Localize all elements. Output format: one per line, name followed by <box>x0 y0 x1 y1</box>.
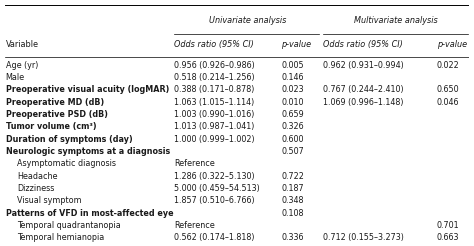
Text: 0.326: 0.326 <box>281 123 304 131</box>
Text: 0.388 (0.171–0.878): 0.388 (0.171–0.878) <box>174 85 255 94</box>
Text: 0.187: 0.187 <box>281 184 304 193</box>
Text: Age (yr): Age (yr) <box>6 61 38 70</box>
Text: 0.722: 0.722 <box>281 172 304 181</box>
Text: Visual symptom: Visual symptom <box>17 197 82 205</box>
Text: Asymptomatic diagnosis: Asymptomatic diagnosis <box>17 159 116 169</box>
Text: Temporal quadrantanopia: Temporal quadrantanopia <box>17 221 121 230</box>
Text: p-value: p-value <box>281 40 311 49</box>
Text: 0.663: 0.663 <box>437 233 459 243</box>
Text: Odds ratio (95% CI): Odds ratio (95% CI) <box>174 40 254 49</box>
Text: Preoperative visual acuity (logMAR): Preoperative visual acuity (logMAR) <box>6 85 169 94</box>
Text: Preoperative MD (dB): Preoperative MD (dB) <box>6 98 104 107</box>
Text: Male: Male <box>6 73 25 82</box>
Text: 0.518 (0.214–1.256): 0.518 (0.214–1.256) <box>174 73 255 82</box>
Text: Variable: Variable <box>6 40 39 49</box>
Text: Dizziness: Dizziness <box>17 184 55 193</box>
Text: 0.010: 0.010 <box>281 98 304 107</box>
Text: 0.600: 0.600 <box>281 135 304 144</box>
Text: 0.108: 0.108 <box>281 209 304 218</box>
Text: 1.069 (0.996–1.148): 1.069 (0.996–1.148) <box>323 98 403 107</box>
Text: 1.857 (0.510–6.766): 1.857 (0.510–6.766) <box>174 197 255 205</box>
Text: Multivariate analysis: Multivariate analysis <box>354 16 438 25</box>
Text: 0.659: 0.659 <box>281 110 304 119</box>
Text: Tumor volume (cm³): Tumor volume (cm³) <box>6 123 96 131</box>
Text: 1.003 (0.990–1.016): 1.003 (0.990–1.016) <box>174 110 255 119</box>
Text: 1.063 (1.015–1.114): 1.063 (1.015–1.114) <box>174 98 255 107</box>
Text: Odds ratio (95% CI): Odds ratio (95% CI) <box>323 40 403 49</box>
Text: Temporal hemianopia: Temporal hemianopia <box>17 233 105 243</box>
Text: 5.000 (0.459–54.513): 5.000 (0.459–54.513) <box>174 184 260 193</box>
Text: Duration of symptoms (day): Duration of symptoms (day) <box>6 135 132 144</box>
Text: 0.962 (0.931–0.994): 0.962 (0.931–0.994) <box>323 61 404 70</box>
Text: 0.046: 0.046 <box>437 98 459 107</box>
Text: 0.348: 0.348 <box>281 197 304 205</box>
Text: Reference: Reference <box>174 221 215 230</box>
Text: 1.013 (0.987–1.041): 1.013 (0.987–1.041) <box>174 123 255 131</box>
Text: 0.336: 0.336 <box>281 233 304 243</box>
Text: 1.000 (0.999–1.002): 1.000 (0.999–1.002) <box>174 135 255 144</box>
Text: 0.650: 0.650 <box>437 85 459 94</box>
Text: 0.562 (0.174–1.818): 0.562 (0.174–1.818) <box>174 233 255 243</box>
Text: p-value: p-value <box>437 40 467 49</box>
Text: 0.712 (0.155–3.273): 0.712 (0.155–3.273) <box>323 233 404 243</box>
Text: Patterns of VFD in most-affected eye: Patterns of VFD in most-affected eye <box>6 209 173 218</box>
Text: 0.507: 0.507 <box>281 147 304 156</box>
Text: Reference: Reference <box>174 159 215 169</box>
Text: 0.146: 0.146 <box>281 73 304 82</box>
Text: Headache: Headache <box>17 172 58 181</box>
Text: Neurologic symptoms at a diagnosis: Neurologic symptoms at a diagnosis <box>6 147 170 156</box>
Text: 0.022: 0.022 <box>437 61 459 70</box>
Text: 0.956 (0.926–0.986): 0.956 (0.926–0.986) <box>174 61 255 70</box>
Text: Preoperative PSD (dB): Preoperative PSD (dB) <box>6 110 108 119</box>
Text: 0.005: 0.005 <box>281 61 304 70</box>
Text: 0.767 (0.244–2.410): 0.767 (0.244–2.410) <box>323 85 403 94</box>
Text: 0.701: 0.701 <box>437 221 459 230</box>
Text: 1.286 (0.322–5.130): 1.286 (0.322–5.130) <box>174 172 255 181</box>
Text: Univariate analysis: Univariate analysis <box>209 16 286 25</box>
Text: 0.023: 0.023 <box>281 85 304 94</box>
